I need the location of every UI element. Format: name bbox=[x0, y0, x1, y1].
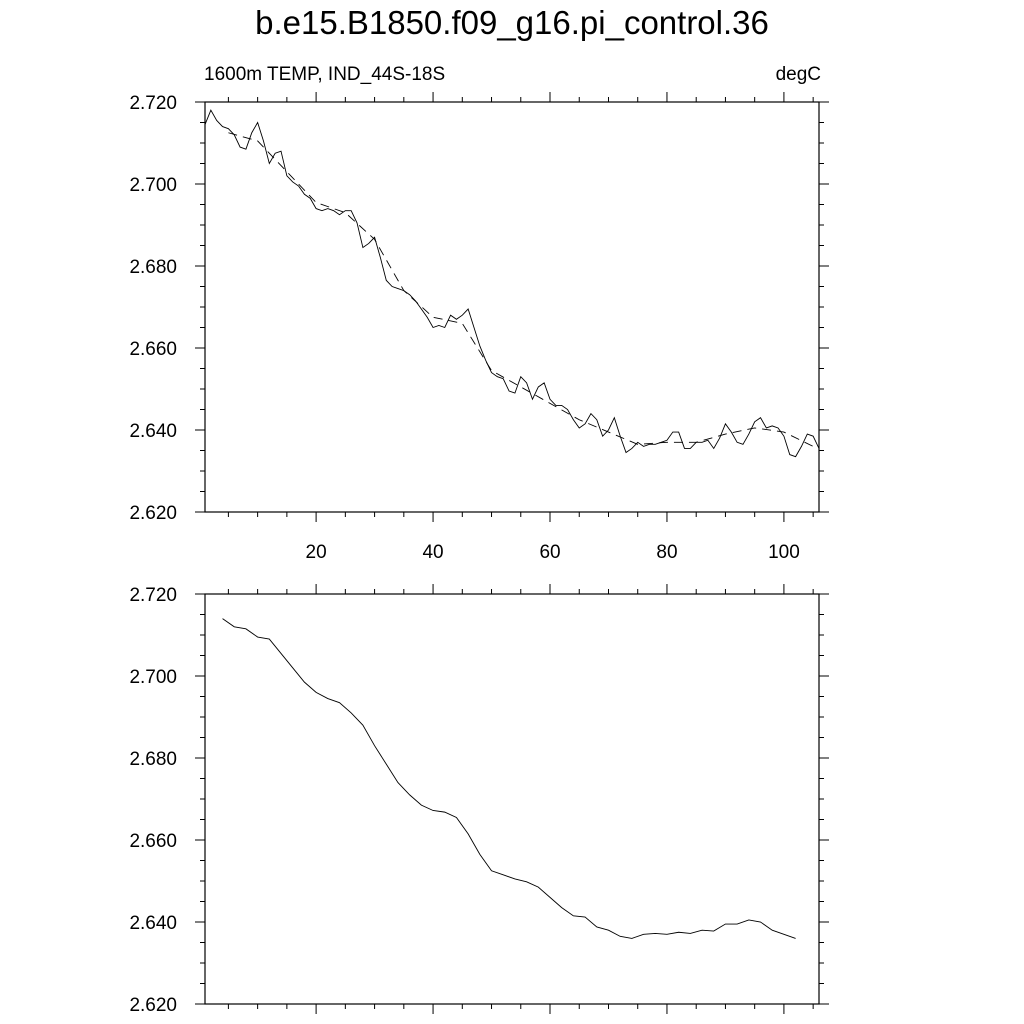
series-line bbox=[222, 618, 796, 939]
y-tick-label: 2.620 bbox=[129, 503, 177, 524]
figure-title: b.e15.B1850.f09_g16.pi_control.36 bbox=[255, 4, 769, 41]
y-tick-label: 2.660 bbox=[129, 339, 177, 360]
y-tick-label: 2.680 bbox=[129, 749, 177, 770]
y-tick-label: 2.620 bbox=[129, 995, 177, 1016]
x-tick-label: 20 bbox=[306, 542, 327, 563]
y-tick-label: 2.640 bbox=[129, 913, 177, 934]
plot-frame bbox=[204, 101, 820, 513]
plot-frame bbox=[204, 593, 820, 1005]
bottom-panel: 2.620 2.640 2.660 2.680 2.700 2.720 bbox=[129, 584, 829, 1016]
y-tick-label: 2.680 bbox=[129, 257, 177, 278]
y-tick-label: 2.700 bbox=[129, 667, 177, 688]
x-tick-label: 100 bbox=[768, 542, 800, 563]
top-panel: 2.620 2.640 2.660 2.680 2.700 2.720 20 40 60 80 10… bbox=[129, 92, 829, 563]
x-tick-label: 80 bbox=[656, 542, 677, 563]
panel-variable-label: 1600m TEMP, IND_44S-18S bbox=[204, 64, 446, 85]
y-tick-label: 2.700 bbox=[129, 175, 177, 196]
y-tick-label: 2.660 bbox=[129, 831, 177, 852]
y-tick-label: 2.720 bbox=[129, 585, 177, 606]
series-line-dashed bbox=[228, 132, 814, 447]
x-tick-label: 40 bbox=[422, 542, 443, 563]
x-tick-label: 60 bbox=[539, 542, 560, 563]
panel-units-label: degC bbox=[775, 64, 821, 85]
y-tick-label: 2.720 bbox=[129, 93, 177, 114]
series-line bbox=[204, 109, 820, 458]
y-tick-label: 2.640 bbox=[129, 421, 177, 442]
